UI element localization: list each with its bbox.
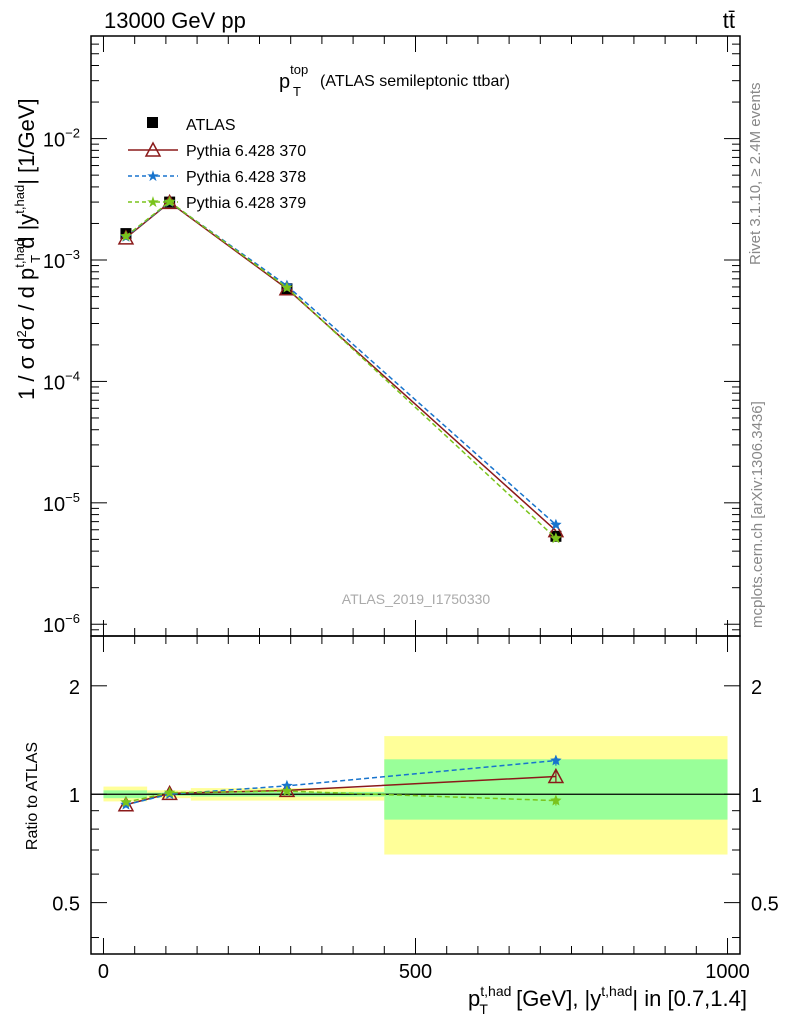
panel-title-rest: (ATLAS semileptonic ttbar) <box>320 73 510 90</box>
ratio-point-star <box>550 794 562 806</box>
title-p: p <box>279 71 290 93</box>
main-series-line <box>125 201 557 532</box>
main-series-line <box>125 200 557 539</box>
main-y-tick-label: 10−5 <box>43 490 80 516</box>
data-point-star <box>281 281 293 293</box>
data-point-star <box>550 532 562 544</box>
ratio-point-star <box>281 785 293 796</box>
main-y-axis-label: 1 / σ d2σ / d pt,hadT d |yt,had| [1/GeV] <box>12 98 43 400</box>
ratio-y-axis-label: Ratio to ATLAS <box>24 742 41 850</box>
data-point-triangle <box>117 229 135 245</box>
legend-label-378: Pythia 6.428 378 <box>186 169 306 186</box>
main-y-tick-label: 10−4 <box>43 368 80 394</box>
mcplots-label: mcplots.cern.ch [arXiv:1306.3436] <box>749 401 766 628</box>
x-tick-label: 0 <box>98 961 109 983</box>
title-sup: top <box>290 62 308 77</box>
data-point-star <box>550 518 562 530</box>
ratio-point-star <box>550 754 562 766</box>
main-series-line <box>125 201 557 526</box>
main-panel: 10−2 10−3 10−4 10−5 10−6 ptop T (ATLAS semile… <box>12 35 741 637</box>
ratio-point-triangle <box>547 767 565 784</box>
legend-marker-370 <box>144 141 162 157</box>
main-y-tick-label: 10−2 <box>43 126 80 152</box>
ratio-y-tick-label-left: 1 <box>69 785 80 807</box>
main-y-tick-label: 10−3 <box>43 247 80 273</box>
ratio-y-tick-label-left: 2 <box>69 677 80 699</box>
panel-title: ptop T <box>279 62 308 99</box>
ratio-series-line <box>125 759 556 806</box>
ratio-y-tick-label-right: 2 <box>751 677 762 699</box>
ratio-panel: 2 2 1 1 0.5 0.5 0 500 1000 Ratio to ATLAS pt,ha… <box>24 635 779 1017</box>
legend-label-370: Pythia 6.428 370 <box>186 143 306 160</box>
data-point-star <box>163 195 176 207</box>
ratio-y-tick-label-left: 0.5 <box>52 894 80 916</box>
x-axis-label: pt,had T [GeV], |yt,had| in [0.7,1.4] <box>468 983 747 1017</box>
legend-marker-atlas <box>147 117 158 128</box>
x-tick-label: 500 <box>399 961 432 983</box>
x-tick-label: 1000 <box>705 961 750 983</box>
ratio-series-line <box>125 790 556 803</box>
title-sub: T <box>293 84 301 99</box>
legend-label-atlas: ATLAS <box>186 117 236 134</box>
data-point-star <box>120 230 132 242</box>
legend-label-379: Pythia 6.428 379 <box>186 195 306 212</box>
energy-label: 13000 GeV pp <box>104 8 246 33</box>
ratio-y-tick-label-right: 0.5 <box>751 894 779 916</box>
main-y-tick-label: 10−6 <box>43 611 80 637</box>
rivet-label: Rivet 3.1.10, ≥ 2.4M events <box>747 83 764 266</box>
ratio-point-star <box>163 786 176 798</box>
ratio-y-tick-label-right: 1 <box>751 785 762 807</box>
legend-marker-378: ★ <box>146 168 159 185</box>
legend-marker-379: ★ <box>146 194 159 211</box>
ratio-point-star <box>120 796 132 808</box>
process-label: tt̄ <box>723 8 735 33</box>
legend: ATLAS Pythia 6.428 370 ★ Pythia 6.428 37… <box>128 117 306 212</box>
ratio-series-line <box>125 775 556 806</box>
analysis-watermark: ATLAS_2019_I1750330 <box>342 591 491 607</box>
